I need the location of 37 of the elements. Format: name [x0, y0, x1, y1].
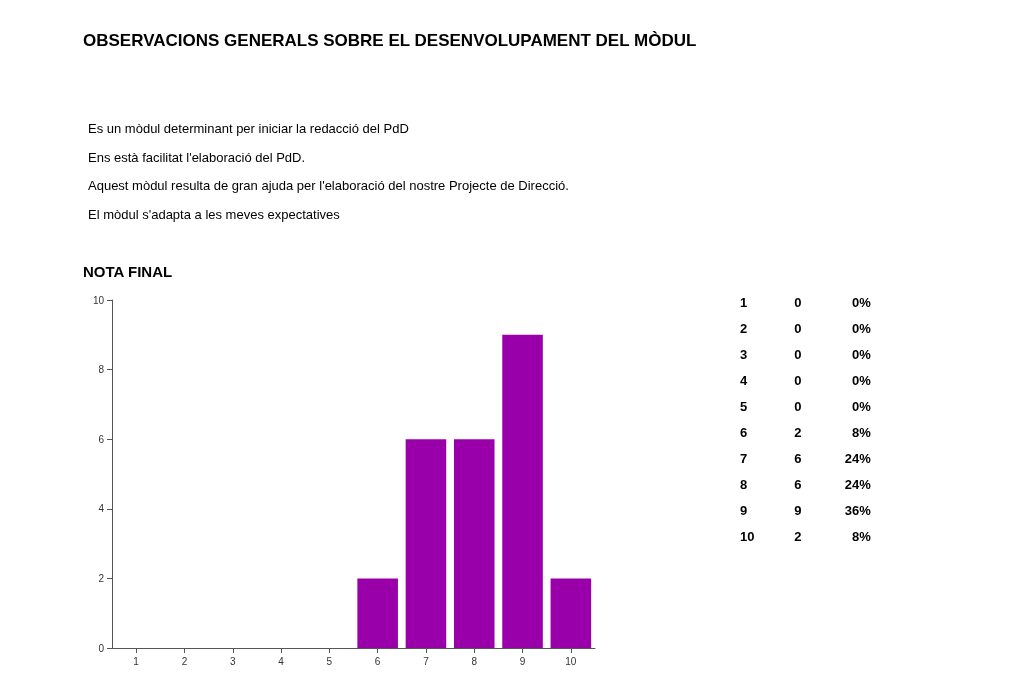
text: 2 0 0% — [740, 321, 872, 336]
x-tick-label: 9 — [519, 655, 526, 667]
y-tick-label: 8 — [98, 364, 105, 376]
x-tick-label: 8 — [471, 655, 478, 667]
x-tick-label: 2 — [181, 655, 188, 667]
text: Aquest mòdul resulta de gran ajuda per l'elaboració del nostre Projecte de Direcció. — [88, 178, 569, 193]
text: 4 0 0% — [740, 373, 872, 388]
x-tick-label: 3 — [229, 655, 236, 667]
text: Es un mòdul determinant per iniciar la redacció del PdD — [88, 121, 409, 136]
y-tick-label: 10 — [92, 294, 105, 306]
text: 1 0 0% — [740, 295, 872, 310]
text: Ens està facilitat l'elaboració del PdD. — [88, 149, 306, 165]
text: 3 0 0% — [740, 347, 872, 362]
x-tick-label: 7 — [423, 655, 430, 667]
x-tick-label: 4 — [278, 655, 285, 667]
chart-subtitle: NOTA FINAL — [83, 263, 173, 280]
x-tick-label: 5 — [326, 655, 333, 667]
text: El mòdul s'adapta a les meves expectatives — [88, 206, 341, 222]
y-tick-label: 0 — [98, 642, 105, 654]
text: 5 0 0% — [740, 399, 872, 414]
y-tick-label: 2 — [98, 572, 105, 584]
y-tick-label: 4 — [98, 503, 105, 515]
y-tick-label: 6 — [98, 433, 105, 445]
x-tick-label: 1 — [133, 655, 140, 667]
x-tick-label: 10 — [565, 655, 577, 667]
bar — [453, 439, 495, 648]
text: 9 9 36% — [740, 503, 872, 518]
text: 7 6 24% — [740, 451, 872, 466]
bar — [502, 334, 543, 648]
text: 10 2 8% — [740, 529, 872, 544]
bar — [405, 439, 447, 648]
x-tick-label: 6 — [374, 655, 381, 667]
text: 8 6 24% — [740, 477, 872, 492]
bar — [357, 578, 398, 648]
chart-title: OBSERVACIONS GENERALS SOBRE EL DESENVOLUPAMENT DEL MÒDUL — [83, 31, 697, 50]
bar — [550, 578, 592, 648]
text: 6 2 8% — [740, 425, 872, 440]
